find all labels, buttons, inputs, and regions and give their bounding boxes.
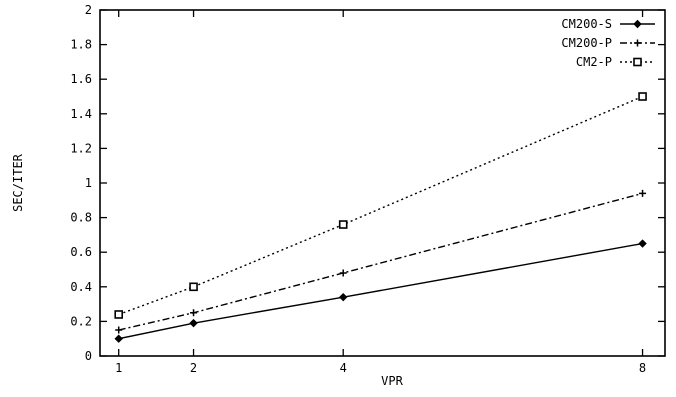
x-tick-label: 8 — [639, 361, 646, 375]
y-tick-label: 2 — [85, 3, 92, 17]
y-tick-label: 1.6 — [70, 72, 92, 86]
data-point-plus — [634, 39, 641, 47]
data-point-square — [633, 57, 642, 67]
axis-ticks: 0 0.2 0.4 0.6 0.8 1 1.2 1.4 1.6 1.8 2 1 2 4 8 — [70, 3, 665, 375]
legend: CM200-S CM200-P CM2-P — [561, 17, 655, 69]
data-point-plus — [190, 309, 198, 317]
data-point-diamond — [114, 334, 123, 343]
legend-label: CM200-P — [561, 36, 612, 50]
y-tick-label: 0.4 — [70, 280, 92, 294]
x-tick-label: 1 — [115, 361, 122, 375]
series-layer — [114, 92, 647, 343]
data-point-square — [114, 310, 124, 319]
data-point-diamond — [339, 292, 348, 302]
y-tick-label: 0.8 — [70, 211, 92, 225]
series-line — [118, 95, 643, 316]
y-tick-label: 0.6 — [70, 245, 92, 259]
x-tick-label: 4 — [340, 361, 347, 375]
data-point-diamond — [189, 318, 198, 328]
y-tick-label: 0.2 — [70, 314, 92, 328]
data-point-square — [338, 220, 348, 229]
y-tick-label: 1.2 — [70, 141, 92, 155]
series-cm200-s — [114, 239, 647, 343]
data-point-diamond — [638, 239, 647, 248]
series-cm2-p — [114, 92, 647, 319]
y-tick-label: 0 — [85, 349, 92, 363]
data-point-square — [638, 92, 647, 101]
data-point-diamond — [633, 19, 642, 29]
y-tick-label: 1 — [85, 176, 92, 190]
y-axis-title: SEC/ITER — [11, 153, 25, 212]
y-tick-label: 1.8 — [70, 38, 92, 52]
series-line — [118, 242, 643, 340]
data-point-plus — [639, 189, 647, 197]
series-cm200-p — [115, 189, 647, 334]
x-tick-label: 2 — [190, 361, 197, 375]
data-point-square — [189, 282, 198, 292]
x-axis-title: VPR — [381, 374, 403, 388]
data-point-plus — [115, 326, 123, 334]
legend-label: CM2-P — [576, 55, 612, 69]
legend-label: CM200-S — [561, 17, 612, 31]
y-tick-label: 1.4 — [70, 107, 92, 121]
data-point-plus — [339, 269, 347, 277]
series-line — [118, 192, 643, 331]
